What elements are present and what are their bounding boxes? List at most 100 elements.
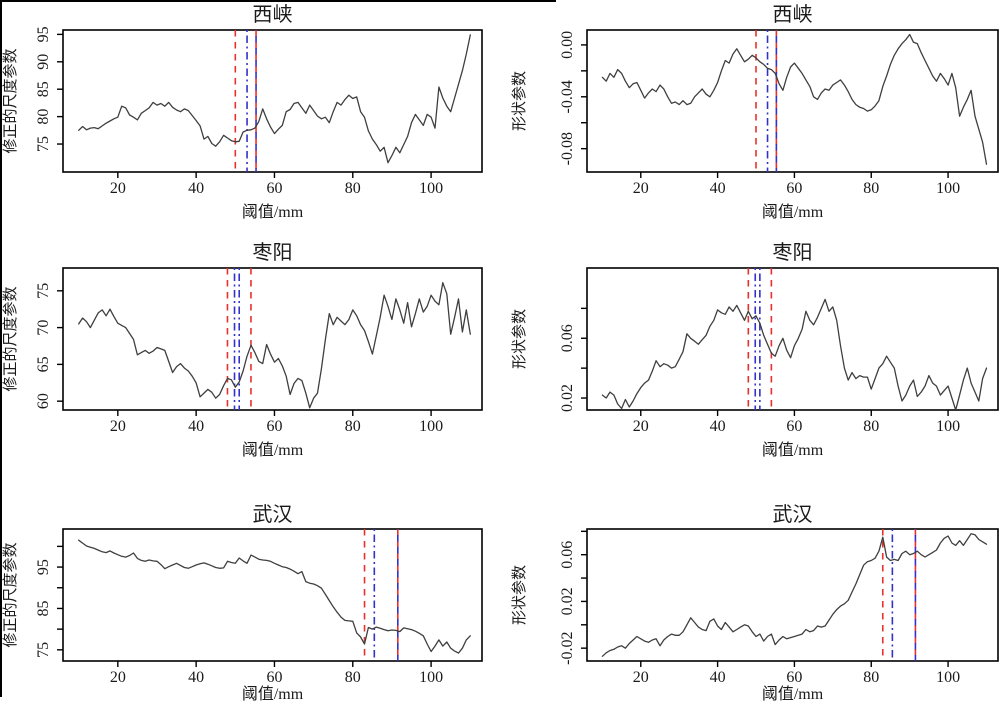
y-tick-label: -0.04	[559, 80, 576, 113]
plot-title: 枣阳	[773, 241, 813, 264]
plot-cell-xixia-shape: 西峡 20 40 60 80 100 0.00 -0.04 -0.08 形状参数 阈值/mm	[501, 0, 1003, 238]
x-tick-label: 100	[936, 669, 960, 686]
x-axis: 20 40 60 80 100	[633, 172, 960, 197]
plot-frame	[586, 29, 999, 173]
x-axis-label: 阈值/mm	[762, 203, 824, 221]
y-tick-label: 85	[35, 600, 52, 616]
y-tick-label: 65	[35, 356, 52, 372]
y-axis-label: 修正的尺度参数	[2, 48, 19, 153]
parameter-series-line	[601, 298, 988, 410]
x-tick-label: 80	[345, 180, 361, 197]
x-tick-label: 20	[110, 418, 126, 435]
y-axis: 0.00 -0.04 -0.08	[559, 31, 587, 165]
plot-frame	[586, 528, 999, 662]
y-tick-label: 90	[35, 54, 52, 70]
x-tick-label: 20	[110, 669, 126, 686]
page-crop-rule-top	[0, 0, 556, 2]
x-axis-label: 阈值/mm	[242, 685, 304, 703]
y-tick-label: 75	[35, 136, 52, 152]
y-tick-label: 95	[35, 559, 52, 575]
plot-cell-wuhan-shape: 武汉 20 40 60 80 100 -0.02 0.02 0.06 形状参数阈值/mm	[501, 476, 1003, 715]
x-tick-label: 80	[345, 669, 361, 686]
y-axis: -0.02 0.02 0.06	[559, 530, 587, 665]
y-axis: 75 80 85 90 95	[35, 26, 63, 152]
y-tick-label: 0.00	[559, 31, 576, 59]
y-axis-label: 形状参数	[511, 309, 528, 369]
y-tick-label: 80	[35, 109, 52, 125]
plot-title: 西峡	[253, 3, 293, 26]
plot-cell-xixia-scale: 西峡 20 40 60 80 100 75 80 85 90 95 修正的尺度参数 阈值/mm	[0, 0, 501, 238]
y-axis: 60 65 70 75	[35, 283, 63, 409]
x-axis: 20 40 60 80 100	[110, 661, 443, 686]
threshold-vlines	[363, 529, 399, 661]
x-tick-label: 60	[786, 669, 802, 686]
parameter-series-line	[601, 533, 988, 657]
threshold-vlines	[881, 529, 917, 661]
x-axis: 20 40 60 80 100	[633, 661, 960, 686]
plot-title: 枣阳	[253, 241, 293, 264]
x-tick-label: 100	[936, 180, 960, 197]
x-axis: 20 40 60 80 100	[633, 410, 960, 435]
x-axis-label: 阈值/mm	[762, 685, 824, 703]
x-tick-label: 20	[633, 669, 649, 686]
x-tick-label: 20	[633, 180, 649, 197]
x-tick-label: 40	[710, 669, 726, 686]
parameter-series-line	[78, 539, 471, 654]
x-tick-label: 40	[188, 180, 204, 197]
y-tick-label: 75	[35, 642, 52, 658]
x-tick-label: 60	[786, 418, 802, 435]
plot-title: 武汉	[253, 503, 293, 526]
y-tick-label: 70	[35, 320, 52, 336]
x-tick-label: 60	[266, 180, 282, 197]
x-tick-label: 80	[863, 669, 879, 686]
parameter-series-line	[78, 282, 471, 409]
x-axis: 20 40 60 80 100	[110, 172, 443, 197]
plot-frame	[62, 29, 483, 173]
plot-cell-wuhan-scale: 武汉 20 40 60 80 100 75 85 95 修正的尺度参数 阈值/mm	[0, 476, 501, 715]
y-tick-label: 0.06	[559, 541, 576, 569]
y-tick-label: -0.08	[559, 132, 576, 165]
y-tick-label: 0.02	[559, 384, 576, 412]
y-tick-label: 60	[35, 393, 52, 409]
x-tick-label: 40	[188, 669, 204, 686]
x-tick-label: 100	[936, 418, 960, 435]
y-axis-label: 修正的尺度参数	[2, 542, 19, 647]
page-crop-rule-left	[0, 0, 2, 697]
plot-cell-zaoyang-shape: 枣阳 20 40 60 80 100 0.02 0.06 形状参数阈值/mm	[501, 238, 1003, 476]
y-tick-label: -0.02	[559, 631, 576, 664]
x-tick-label: 40	[710, 418, 726, 435]
threshold-vlines	[226, 268, 252, 410]
x-axis-label: 阈值/mm	[762, 441, 824, 459]
y-axis: 75 85 95	[35, 545, 63, 658]
y-tick-label: 95	[35, 26, 52, 42]
x-tick-label: 80	[345, 418, 361, 435]
plot-title: 武汉	[773, 503, 813, 526]
y-tick-label: 0.02	[559, 587, 576, 615]
y-axis-label: 修正的尺度参数	[2, 286, 19, 391]
x-tick-label: 60	[266, 418, 282, 435]
x-tick-label: 60	[786, 180, 802, 197]
y-tick-label: 85	[35, 81, 52, 97]
threshold-vlines	[234, 30, 257, 172]
x-tick-label: 40	[188, 418, 204, 435]
plot-cell-zaoyang-scale: 枣阳 20 40 60 80 100 60 65 70 75 修正的尺度参数 阈值/mm	[0, 238, 501, 476]
parameter-series-line	[78, 34, 471, 164]
y-tick-label: 0.06	[559, 324, 576, 352]
plot-frame	[586, 267, 999, 411]
x-tick-label: 100	[419, 180, 443, 197]
y-axis-label: 形状参数	[511, 565, 528, 625]
parameter-series-line	[601, 33, 988, 165]
y-axis: 0.02 0.06	[559, 307, 587, 412]
y-axis-label: 形状参数	[511, 71, 528, 131]
threshold-vlines	[755, 30, 778, 172]
x-tick-label: 80	[863, 418, 879, 435]
x-tick-label: 40	[710, 180, 726, 197]
threshold-vlines	[747, 268, 773, 410]
x-tick-label: 20	[633, 418, 649, 435]
